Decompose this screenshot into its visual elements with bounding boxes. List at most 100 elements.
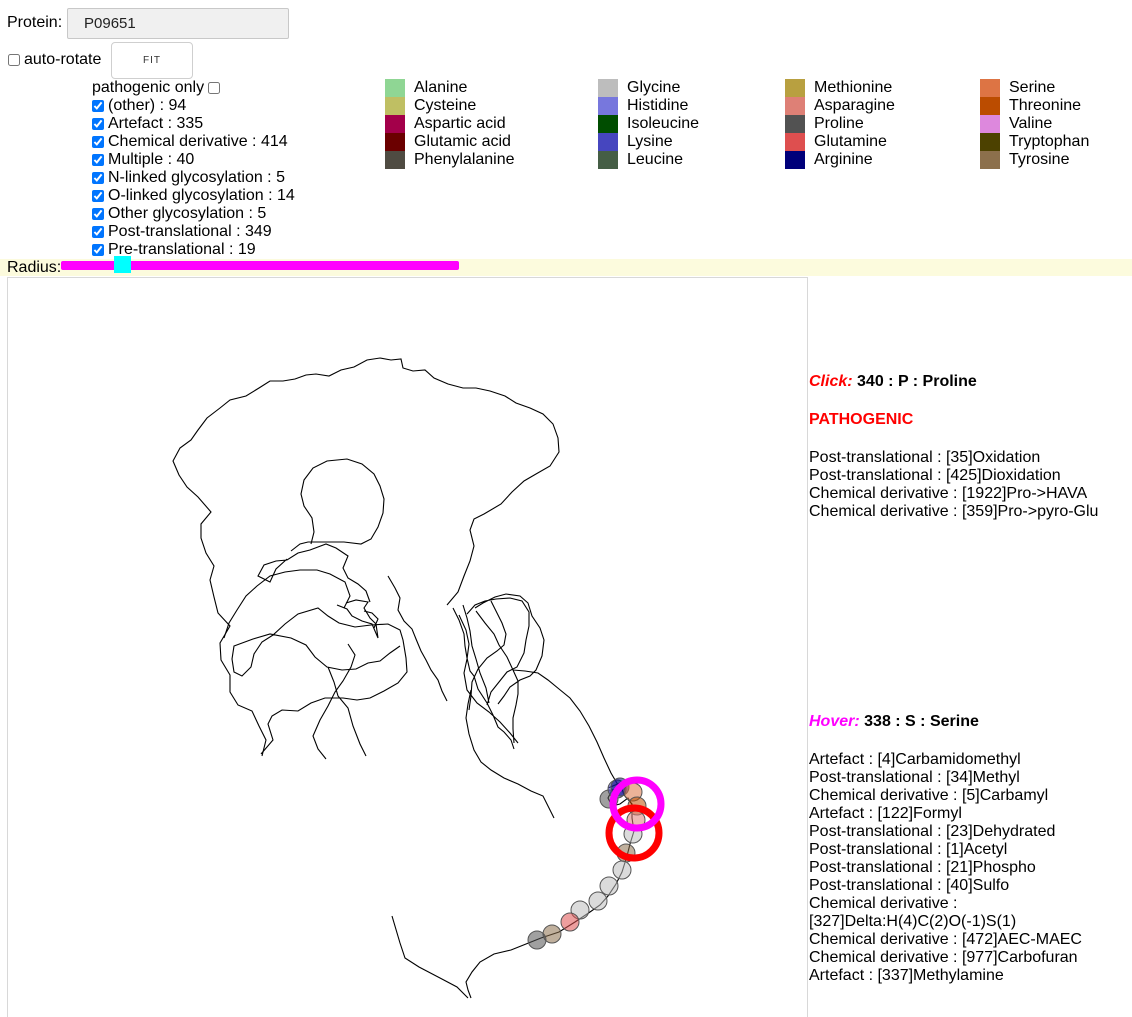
- legend-swatch: [385, 97, 405, 115]
- modification-line: Post-translational : [1]Acetyl: [809, 841, 1008, 858]
- legend-label: Isoleucine: [627, 115, 700, 132]
- legend-item: Tryptophan: [980, 133, 1089, 151]
- legend-swatch: [385, 151, 405, 169]
- legend-item: Arginine: [785, 151, 873, 169]
- filter-row[interactable]: Chemical derivative : 414: [92, 133, 295, 151]
- radius-slider-handle[interactable]: [113, 256, 131, 273]
- legend-swatch: [598, 97, 618, 115]
- legend-swatch: [980, 133, 1000, 151]
- legend-label: Histidine: [627, 97, 689, 114]
- legend-label: Asparagine: [814, 97, 895, 114]
- pathogenic-only-row[interactable]: pathogenic only: [92, 79, 295, 97]
- filter-row[interactable]: Other glycosylation : 5: [92, 205, 295, 223]
- filter-checkbox[interactable]: [92, 244, 104, 256]
- legend-label: Threonine: [1009, 97, 1082, 114]
- hover-residue: 338 : S : Serine: [864, 713, 979, 730]
- protein-structure-canvas[interactable]: [8, 278, 808, 1017]
- filter-checkbox[interactable]: [92, 190, 104, 202]
- legend-label: Valine: [1009, 115, 1053, 132]
- auto-rotate-checkbox[interactable]: [8, 54, 20, 66]
- backbone-trace-center: [336, 575, 448, 702]
- modification-line: Chemical derivative : [472]AEC-MAEC: [809, 931, 1082, 948]
- filter-checkbox[interactable]: [92, 208, 104, 220]
- filter-label: Pre-translational : 19: [108, 241, 256, 258]
- fit-button[interactable]: FIT: [111, 42, 193, 79]
- protein-input[interactable]: [67, 8, 289, 39]
- legend-item: Leucine: [598, 151, 683, 169]
- filter-checkbox[interactable]: [92, 226, 104, 238]
- modification-line: Artefact : [4]Carbamidomethyl: [809, 751, 1021, 768]
- modification-line: Post-translational : [35]Oxidation: [809, 449, 1041, 466]
- filter-row[interactable]: (other) : 94: [92, 97, 295, 115]
- legend-label: Arginine: [814, 151, 873, 168]
- radius-slider-track[interactable]: [61, 261, 459, 270]
- legend-label: Glutamic acid: [414, 133, 511, 150]
- click-modification-list: Post-translational : [35]Oxidation Post-t…: [809, 449, 1129, 521]
- filter-checkbox[interactable]: [92, 136, 104, 148]
- legend-label: Glutamine: [814, 133, 887, 150]
- click-selection-ring[interactable]: [605, 804, 663, 862]
- residue-sphere[interactable]: [560, 912, 580, 932]
- hover-selection-ring[interactable]: [609, 776, 665, 832]
- filter-row[interactable]: N-linked glycosylation : 5: [92, 169, 295, 187]
- modification-line: Artefact : [122]Formyl: [809, 805, 962, 822]
- backbone-trace-right: [452, 593, 619, 819]
- click-tag: Click:: [809, 373, 853, 390]
- legend-label: Glycine: [627, 79, 681, 96]
- legend-item: Valine: [980, 115, 1052, 133]
- legend-item: Threonine: [980, 97, 1081, 115]
- filter-checkbox[interactable]: [92, 172, 104, 184]
- filter-row[interactable]: Artefact : 335: [92, 115, 295, 133]
- modification-line: Chemical derivative : [359]Pro->pyro-Glu: [809, 503, 1099, 520]
- legend-label: Alanine: [414, 79, 468, 96]
- filter-row[interactable]: O-linked glycosylation : 14: [92, 187, 295, 205]
- residue-sphere[interactable]: [588, 891, 608, 911]
- legend-swatch: [785, 133, 805, 151]
- legend-item: Histidine: [598, 97, 688, 115]
- legend-item: Proline: [785, 115, 864, 133]
- residue-sphere[interactable]: [527, 930, 547, 950]
- backbone-trace-tail: [391, 782, 635, 999]
- modification-line: Post-translational : [425]Dioxidation: [809, 467, 1061, 484]
- residue-sphere[interactable]: [599, 876, 619, 896]
- legend-label: Leucine: [627, 151, 684, 168]
- filter-label: Post-translational : 349: [108, 223, 272, 240]
- filter-checkbox[interactable]: [92, 118, 104, 130]
- legend-swatch: [785, 115, 805, 133]
- pathogenic-label: PATHOGENIC: [809, 411, 914, 428]
- legend-item: Glycine: [598, 79, 680, 97]
- legend-item: Glutamine: [785, 133, 887, 151]
- backbone-trace-inner: [231, 607, 408, 760]
- legend-swatch: [980, 97, 1000, 115]
- legend-label: Lysine: [627, 133, 673, 150]
- legend-item: Serine: [980, 79, 1055, 97]
- auto-rotate-toggle[interactable]: auto-rotate: [6, 51, 101, 69]
- legend-swatch: [385, 115, 405, 133]
- residue-sphere[interactable]: [612, 860, 632, 880]
- legend-swatch: [598, 115, 618, 133]
- modification-filters: pathogenic only (other) : 94 Artefact : 3…: [92, 79, 295, 259]
- protein-3d-viewer[interactable]: [7, 277, 808, 1017]
- modification-line: Artefact : [337]Methylamine: [809, 967, 1004, 984]
- filter-row[interactable]: Multiple : 40: [92, 151, 295, 169]
- backbone-trace-upper: [172, 357, 560, 757]
- filter-label: Artefact : 335: [108, 115, 204, 132]
- auto-rotate-label: auto-rotate: [24, 51, 102, 68]
- legend-item: Isoleucine: [598, 115, 699, 133]
- filter-checkbox[interactable]: [92, 154, 104, 166]
- modification-line: Post-translational : [23]Dehydrated: [809, 823, 1056, 840]
- filter-row[interactable]: Post-translational : 349: [92, 223, 295, 241]
- pathogenic-only-checkbox[interactable]: [208, 82, 221, 94]
- modification-line: Chemical derivative : [327]Delta:H(4)C(2…: [809, 895, 1017, 930]
- filter-row[interactable]: Pre-translational : 19: [92, 241, 295, 259]
- modification-line: Chemical derivative : [1922]Pro->HAVA: [809, 485, 1088, 502]
- radius-label: Radius:: [7, 259, 62, 276]
- legend-label: Aspartic acid: [414, 115, 506, 132]
- pathogenic-only-label: pathogenic only: [92, 79, 205, 96]
- filter-checkbox[interactable]: [92, 100, 104, 112]
- click-info-header: Click: 340 : P : Proline: [809, 373, 977, 391]
- filter-label: Other glycosylation : 5: [108, 205, 267, 222]
- legend-swatch: [785, 79, 805, 97]
- legend-swatch: [980, 115, 1000, 133]
- filter-label: O-linked glycosylation : 14: [108, 187, 295, 204]
